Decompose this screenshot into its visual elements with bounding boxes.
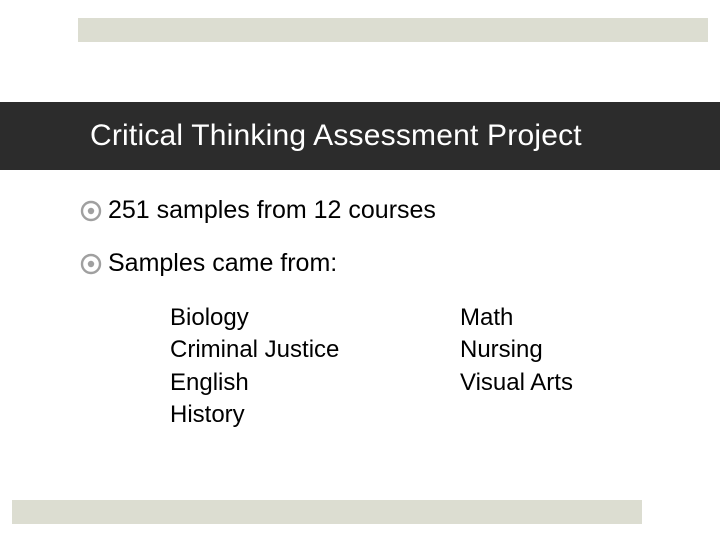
list-item: Visual Arts (460, 367, 660, 399)
subject-column-left: Biology Criminal Justice English History (170, 302, 460, 432)
bottom-accent-bar (12, 500, 642, 524)
slide: Critical Thinking Assessment Project 251… (0, 0, 720, 540)
bullet-item: 251 samples from 12 courses (80, 196, 680, 225)
content-area: 251 samples from 12 courses Samples came… (80, 196, 680, 432)
list-item: Biology (170, 302, 460, 334)
subject-column-right: Math Nursing Visual Arts (460, 302, 660, 432)
list-item: Nursing (460, 334, 660, 366)
target-bullet-icon (80, 253, 102, 275)
list-item: English (170, 367, 460, 399)
target-bullet-icon (80, 200, 102, 222)
list-item: History (170, 399, 460, 431)
bullet-text: Samples came from: (108, 249, 337, 278)
bullet-item: Samples came from: (80, 249, 680, 278)
slide-title: Critical Thinking Assessment Project (90, 119, 582, 153)
list-item: Math (460, 302, 660, 334)
bullet-text: 251 samples from 12 courses (108, 196, 436, 225)
title-bar: Critical Thinking Assessment Project (0, 102, 720, 170)
list-item: Criminal Justice (170, 334, 460, 366)
top-accent-bar (78, 18, 708, 42)
subject-columns: Biology Criminal Justice English History… (170, 302, 680, 432)
